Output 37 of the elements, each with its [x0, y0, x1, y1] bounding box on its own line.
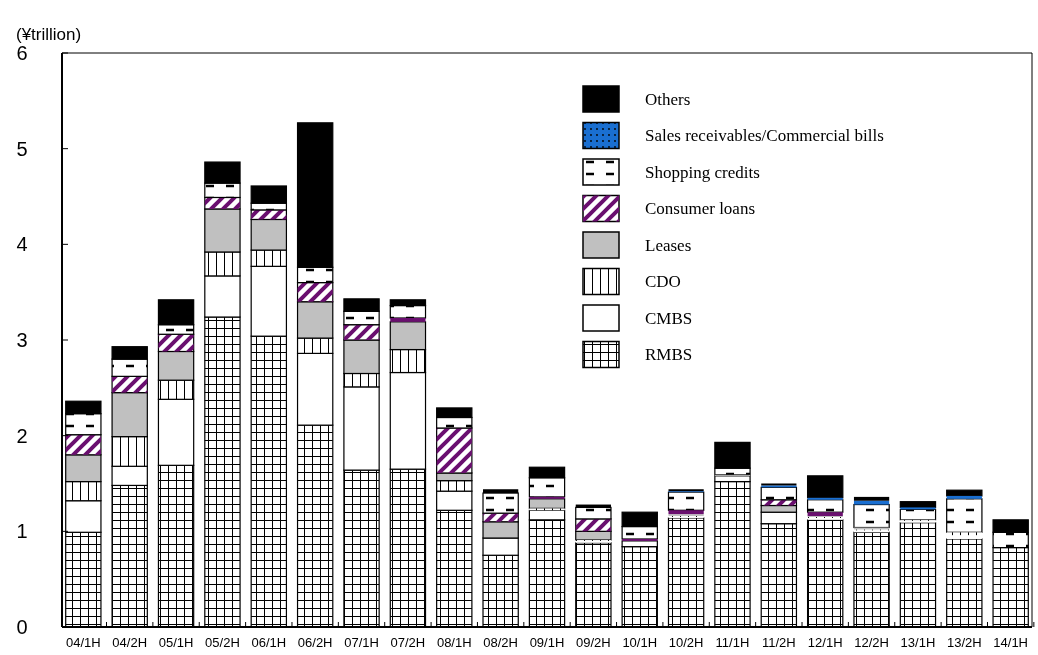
- x-tick-label: 10/2H: [668, 635, 704, 650]
- y-tick-label: 6: [16, 42, 28, 64]
- x-tick-label: 12/1H: [807, 635, 843, 650]
- legend-label: Shopping credits: [645, 162, 760, 182]
- x-tick-label: 13/1H: [900, 635, 936, 650]
- y-tick-label: 3: [16, 329, 28, 351]
- x-tick-label: 08/2H: [483, 635, 518, 650]
- legend-label: Leases: [645, 235, 692, 255]
- x-tick-label: 08/1H: [436, 635, 472, 650]
- y-tick-label: 2: [16, 424, 28, 447]
- x-tick-label: 06/2H: [297, 635, 333, 650]
- legend-label: CDO: [645, 272, 681, 292]
- legend-label: RMBS: [645, 345, 693, 365]
- x-tick-label: 13/2H: [946, 635, 982, 650]
- legend-label: Consumer loans: [645, 199, 756, 219]
- legend-label: CMBS: [645, 308, 693, 328]
- y-tick-label: 0: [16, 616, 28, 638]
- y-axis-title: (¥trillion): [16, 25, 82, 44]
- x-tick-label: 07/1H: [344, 635, 379, 650]
- x-tick-label: 12/2H: [854, 635, 889, 650]
- x-tick-label: 11/2H: [761, 635, 796, 650]
- legend-label: Sales receivables/Commercial bills: [645, 126, 884, 146]
- x-tick-label: 04/1H: [65, 635, 101, 650]
- y-tick-label: 1: [16, 520, 28, 543]
- x-tick-label: 09/2H: [576, 635, 611, 650]
- y-tick-label: 5: [16, 137, 28, 160]
- x-tick-label: 09/1H: [529, 635, 565, 650]
- x-tick-label: 07/2H: [390, 635, 426, 650]
- x-tick-label: 04/2H: [112, 635, 148, 650]
- x-tick-label: 14/1H: [993, 635, 1029, 650]
- x-tick-label: 05/2H: [205, 635, 240, 650]
- y-tick-label: 4: [16, 233, 28, 256]
- x-tick-label: 06/1H: [251, 635, 287, 650]
- x-tick-label: 11/1H: [715, 635, 750, 650]
- legend-label: Others: [645, 89, 691, 109]
- x-tick-label: 05/1H: [158, 635, 194, 650]
- x-tick-label: 10/1H: [622, 635, 658, 650]
